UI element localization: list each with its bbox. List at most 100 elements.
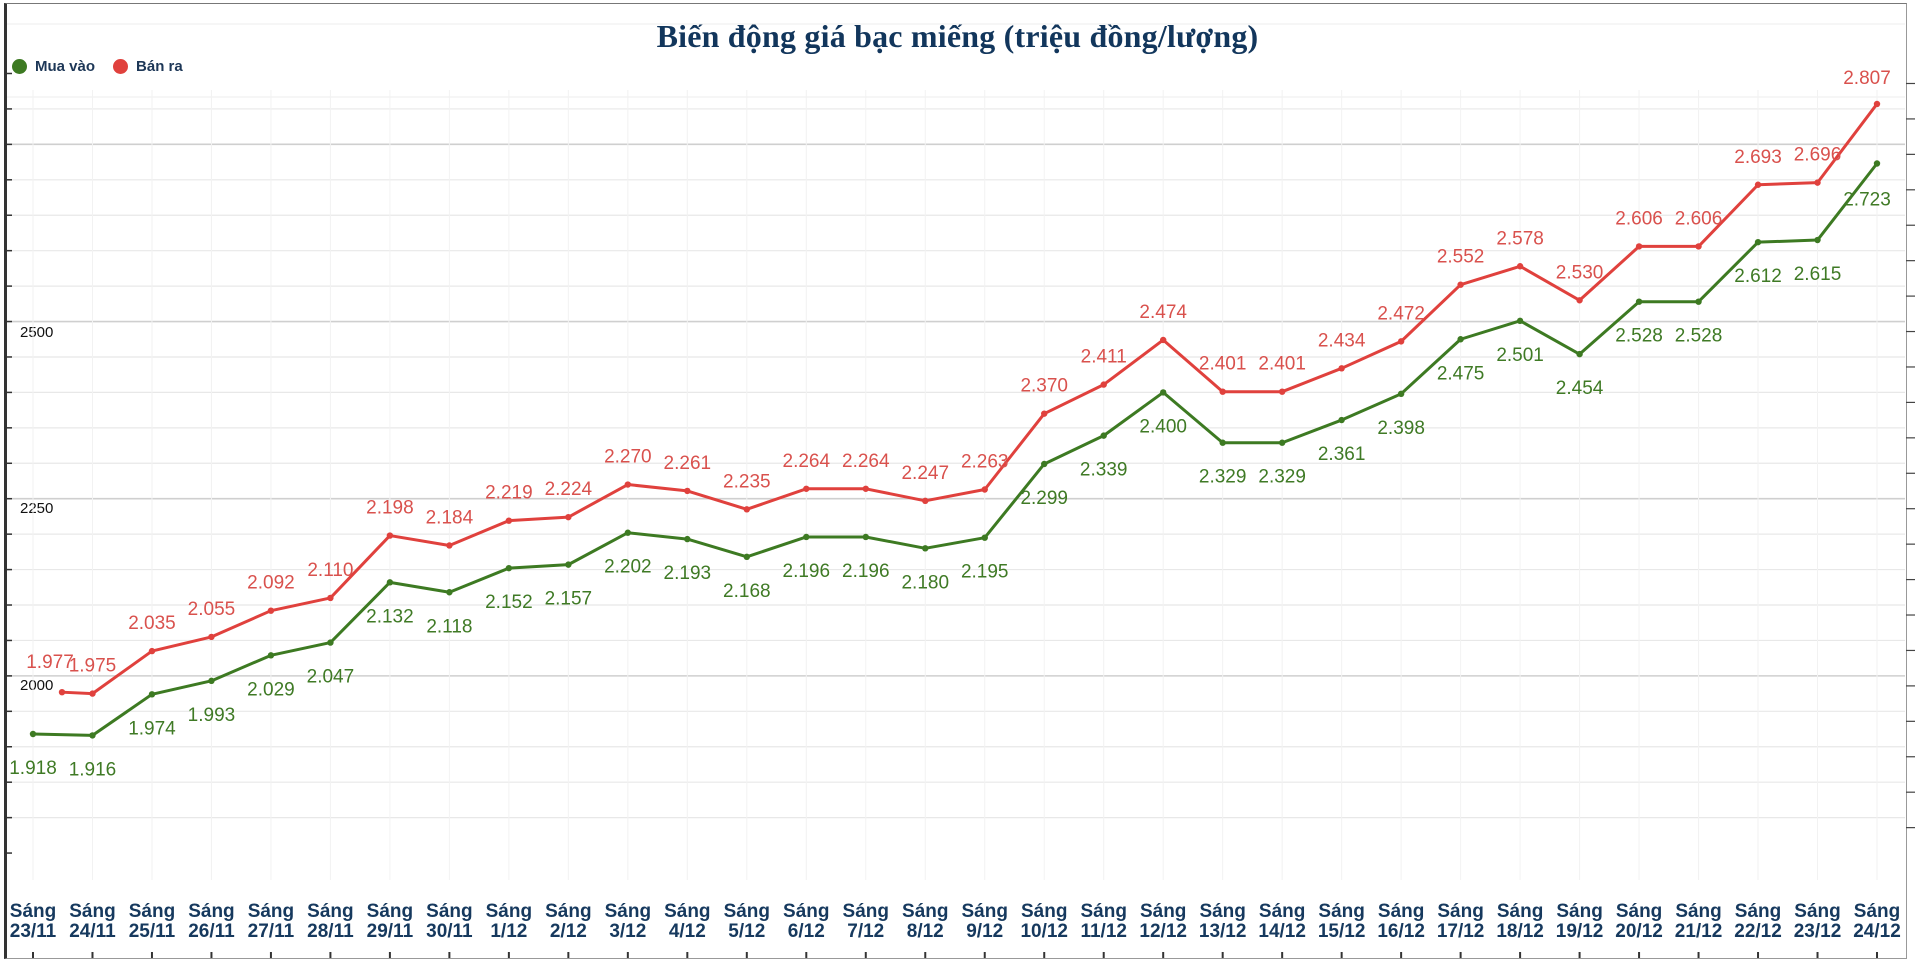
buy-data-point[interactable]: [1219, 439, 1226, 446]
buy-data-label: 2.029: [247, 679, 295, 700]
buy-data-point[interactable]: [922, 545, 929, 552]
x-axis-label: Sáng 20/12: [1615, 901, 1663, 942]
sell-data-label: 2.110: [307, 560, 353, 581]
x-axis-label: Sáng 24/12: [1853, 901, 1901, 942]
buy-data-point[interactable]: [1873, 160, 1881, 167]
sell-data-point[interactable]: [803, 485, 810, 492]
sell-data-point[interactable]: [1219, 388, 1226, 395]
sell-data-label: 1.977: [26, 652, 74, 673]
sell-data-point[interactable]: [743, 506, 751, 513]
sell-data-label: 2.219: [485, 483, 533, 504]
x-axis-label: Sáng 11/12: [1080, 901, 1127, 942]
sell-data-point[interactable]: [327, 594, 334, 602]
sell-data-point[interactable]: [1397, 338, 1405, 345]
buy-data-label: 2.475: [1437, 363, 1485, 384]
buy-data-point[interactable]: [1695, 298, 1702, 305]
sell-data-label: 2.035: [128, 613, 176, 634]
sell-data-point[interactable]: [1159, 336, 1167, 344]
sell-data-point[interactable]: [684, 487, 691, 495]
buy-data-label: 2.196: [783, 561, 831, 582]
sell-data-point[interactable]: [922, 497, 929, 505]
x-axis-label: Sáng 21/12: [1674, 901, 1723, 942]
buy-data-point[interactable]: [267, 652, 275, 659]
buy-data-point[interactable]: [327, 639, 334, 646]
sell-data-label: 2.434: [1318, 330, 1366, 351]
sell-data-point[interactable]: [1278, 388, 1286, 395]
sell-data-point[interactable]: [386, 532, 394, 539]
buy-data-point[interactable]: [684, 535, 691, 543]
buy-data-label: 2.202: [604, 557, 652, 578]
buy-data-label: 2.299: [1020, 488, 1068, 509]
buy-data-point[interactable]: [862, 533, 869, 541]
sell-data-point[interactable]: [89, 690, 96, 697]
buy-data-point[interactable]: [1041, 460, 1048, 468]
sell-data-point[interactable]: [862, 485, 869, 492]
sell-data-point[interactable]: [446, 542, 453, 549]
sell-data-point[interactable]: [1516, 263, 1524, 270]
sell-data-point[interactable]: [1100, 381, 1107, 388]
buy-data-point[interactable]: [386, 579, 394, 586]
x-axis-label: Sáng 18/12: [1496, 901, 1544, 942]
sell-data-point[interactable]: [1695, 243, 1702, 250]
buy-data-point[interactable]: [803, 533, 810, 541]
sell-data-label: 2.472: [1377, 303, 1425, 324]
sell-data-label: 2.247: [901, 463, 949, 484]
buy-data-point[interactable]: [1278, 439, 1286, 446]
x-axis-label: Sáng 17/12: [1436, 901, 1485, 942]
buy-data-point[interactable]: [1635, 298, 1643, 305]
sell-data-point[interactable]: [148, 647, 156, 655]
buy-data-point[interactable]: [505, 564, 513, 572]
buy-data-point[interactable]: [743, 553, 751, 561]
buy-data-point[interactable]: [1457, 336, 1464, 343]
buy-data-point[interactable]: [29, 730, 37, 738]
sell-data-point[interactable]: [1754, 181, 1762, 188]
sell-data-point[interactable]: [1873, 100, 1881, 108]
sell-data-point[interactable]: [981, 486, 988, 493]
buy-data-label: 2.157: [545, 589, 593, 610]
buy-data-point[interactable]: [89, 732, 96, 739]
buy-data-point[interactable]: [1754, 238, 1762, 246]
sell-data-point[interactable]: [1576, 297, 1583, 304]
buy-data-point[interactable]: [1814, 236, 1821, 244]
legend-item-buy[interactable]: Mua vào: [12, 58, 95, 75]
sell-data-label: 2.606: [1675, 208, 1723, 229]
buy-data-point[interactable]: [1576, 350, 1583, 358]
buy-data-point[interactable]: [208, 677, 215, 685]
sell-data-point[interactable]: [1814, 179, 1821, 186]
sell-data-label: 2.401: [1199, 354, 1247, 375]
buy-data-point[interactable]: [1338, 416, 1345, 424]
buy-data-point[interactable]: [1397, 390, 1405, 398]
buy-data-point[interactable]: [1159, 389, 1167, 396]
buy-data-point[interactable]: [565, 561, 572, 568]
sell-data-point[interactable]: [1635, 243, 1643, 250]
buy-data-label: 2.329: [1258, 467, 1306, 488]
buy-data-point[interactable]: [1516, 317, 1524, 325]
buy-data-label: 1.918: [9, 758, 57, 779]
buy-data-point[interactable]: [624, 529, 632, 536]
sell-data-point[interactable]: [1457, 281, 1464, 288]
buy-data-label: 2.398: [1377, 418, 1425, 439]
x-axis-label: Sáng 19/12: [1555, 901, 1604, 942]
x-axis-label: Sáng 10/12: [1020, 901, 1068, 942]
sell-data-label: 2.696: [1794, 145, 1842, 166]
sell-data-point[interactable]: [505, 517, 513, 524]
buy-data-point[interactable]: [148, 691, 156, 698]
sell-data-point[interactable]: [624, 481, 632, 488]
sell-data-point[interactable]: [1041, 410, 1048, 417]
sell-data-label: 2.552: [1437, 247, 1485, 268]
sell-data-point[interactable]: [1338, 365, 1345, 372]
y-tick-2000: 2000: [20, 677, 54, 694]
legend-item-sell[interactable]: Bán ra: [113, 58, 183, 75]
sell-data-point[interactable]: [208, 633, 215, 641]
sell-data-point[interactable]: [565, 513, 572, 521]
buy-data-label: 1.974: [128, 718, 176, 739]
buy-data-point[interactable]: [1100, 432, 1107, 439]
sell-data-label: 2.606: [1615, 208, 1663, 229]
buy-data-point[interactable]: [981, 534, 988, 541]
buy-data-point[interactable]: [446, 589, 453, 596]
sell-data-point[interactable]: [267, 607, 275, 614]
buy-data-label: 2.196: [842, 561, 890, 582]
x-axis-label: Sáng 9/12: [961, 901, 1008, 942]
sell-data-point[interactable]: [58, 688, 66, 696]
buy-data-label: 1.993: [188, 705, 236, 726]
